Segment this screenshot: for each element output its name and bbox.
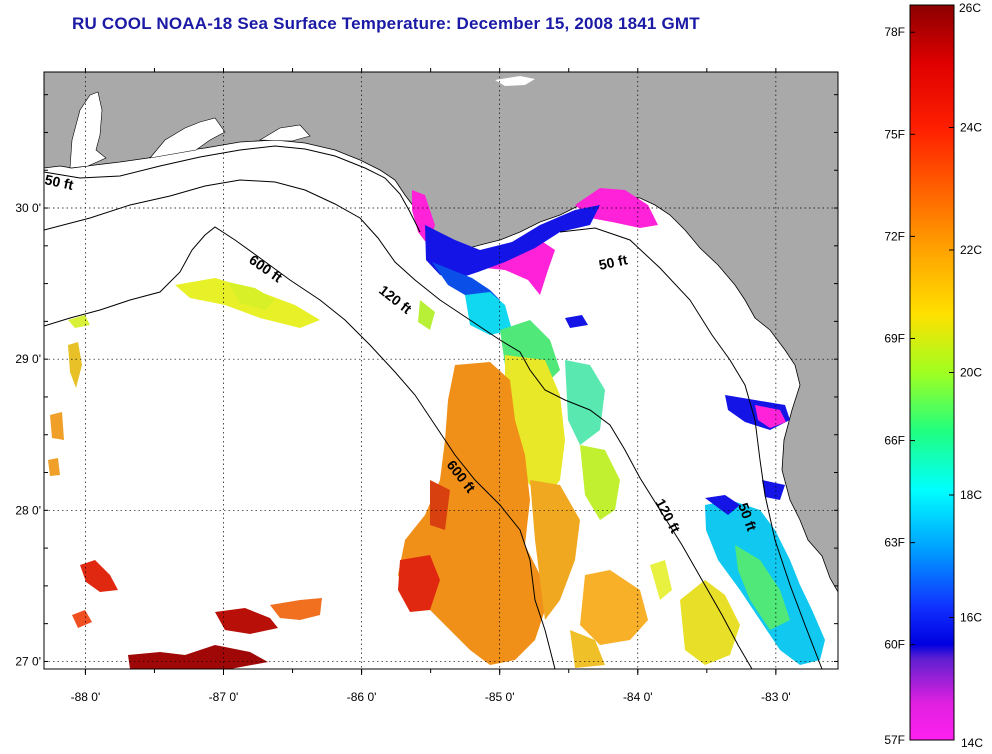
colorbar — [909, 4, 955, 741]
lon-tick-label: -85 0' — [485, 690, 515, 704]
bay-pensacola — [149, 117, 226, 159]
colorbar-labels: 26C 14C 24C 22C 20C 18C 16C 78F 75F 72F 69F 66F 63F 6… — [884, 1, 983, 750]
colorbar-celsius-label: 22C — [960, 243, 982, 257]
colorbar-fahrenheit-label: 69F — [884, 331, 905, 345]
axis-ticks: -88 0' -87 0' -86 0' -85 0' -84 0' -83 0' 30 0… — [15, 68, 838, 704]
colorbar-fahrenheit-label: 78F — [884, 25, 905, 39]
colorbar-top-label: 26C — [959, 1, 981, 15]
colorbar-celsius-label: 18C — [960, 488, 982, 502]
lon-tick-label: -84 0' — [623, 690, 653, 704]
lon-tick-label: -83 0' — [761, 690, 791, 704]
lake-pontchartrain — [495, 76, 535, 86]
page-title: RU COOL NOAA-18 Sea Surface Temperature:… — [72, 14, 700, 33]
colorbar-celsius-label: 24C — [960, 121, 982, 135]
lon-tick-label: -87 0' — [209, 690, 239, 704]
colorbar-fahrenheit-label: 66F — [884, 434, 905, 448]
contour-120ft — [44, 179, 753, 669]
map-frame — [43, 71, 839, 670]
contour-600ft — [44, 226, 556, 669]
lon-tick-label: -88 0' — [71, 690, 101, 704]
colorbar-fahrenheit-label: 57F — [884, 733, 905, 747]
contour-label-50ft-west: 50 ft — [43, 171, 75, 193]
colorbar-bottom-label: 14C — [961, 736, 983, 750]
graticule — [44, 72, 838, 669]
sst-data — [48, 188, 825, 669]
colorbar-fahrenheit-label: 63F — [884, 536, 905, 550]
lon-tick-label: -86 0' — [347, 690, 377, 704]
colorbar-celsius-label: 20C — [960, 366, 982, 380]
lat-tick-label: 29 0' — [15, 352, 41, 366]
lat-tick-label: 30 0' — [15, 201, 41, 215]
lat-tick-label: 28 0' — [15, 503, 41, 517]
colorbar-fahrenheit-label: 60F — [884, 638, 905, 652]
colorbar-fahrenheit-label: 75F — [884, 127, 905, 141]
contour-label-50ft-bigbend: 50 ft — [597, 251, 629, 273]
colorbar-fahrenheit-label: 72F — [884, 229, 905, 243]
colorbar-celsius-label: 16C — [960, 611, 982, 625]
contour-50ft — [44, 145, 823, 669]
bay-mobile — [69, 91, 107, 169]
bay-choctaw — [258, 124, 311, 142]
lat-tick-label: 27 0' — [15, 654, 41, 668]
